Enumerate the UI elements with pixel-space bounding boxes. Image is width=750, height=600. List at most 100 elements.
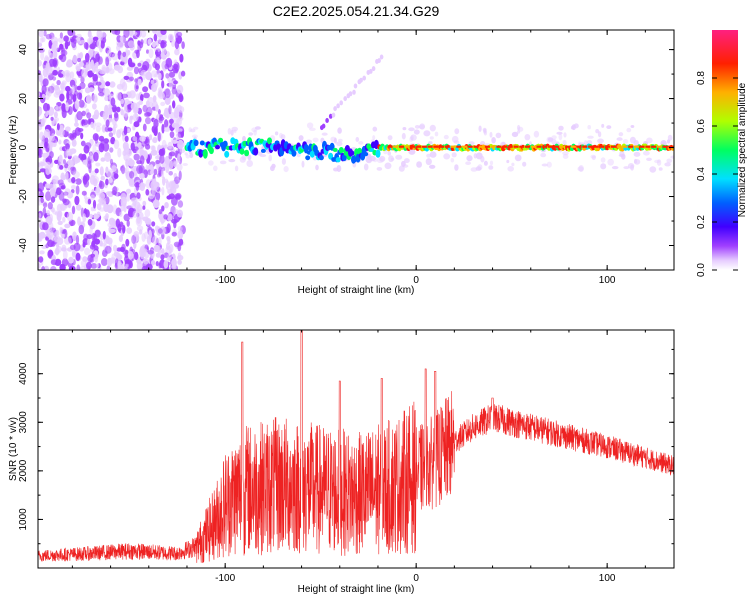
noise-blob: [126, 66, 133, 71]
noise-blob: [117, 65, 124, 74]
faint-blob: [333, 167, 339, 172]
noise-blob: [106, 265, 111, 270]
faint-blob: [488, 165, 494, 170]
noise-blob: [127, 40, 135, 48]
noise-blob: [116, 92, 122, 101]
noise-blob: [95, 125, 101, 132]
noise-blob: [132, 200, 137, 206]
faint-blob: [330, 136, 337, 142]
noise-blob: [119, 35, 124, 43]
noise-blob: [147, 250, 154, 255]
noise-blob: [58, 139, 62, 145]
snr-series-line: [38, 330, 674, 563]
noise-blob: [106, 204, 114, 214]
faint-blob: [495, 132, 502, 139]
faint-blob: [587, 135, 594, 139]
noise-blob: [90, 253, 96, 258]
faint-blob: [408, 149, 416, 155]
noise-blob: [92, 73, 98, 82]
faint-blob: [522, 161, 527, 167]
noise-blob: [139, 155, 145, 165]
faint-blob: [321, 132, 328, 136]
noise-blob: [38, 262, 41, 269]
faint-blob: [600, 163, 607, 170]
noise-blob: [147, 38, 152, 45]
noise-blob: [86, 234, 93, 240]
faint-blob: [387, 151, 392, 156]
noise-blob: [77, 216, 81, 226]
carrier-core: [605, 145, 611, 148]
faint-blob: [376, 157, 384, 164]
faint-blob: [558, 133, 563, 141]
noise-blob: [126, 227, 133, 235]
noise-blob: [105, 56, 110, 67]
noise-blob: [179, 53, 184, 63]
noise-blob: [38, 182, 45, 192]
noise-blob: [174, 194, 181, 201]
noise-blob: [99, 166, 104, 176]
noise-blob: [158, 209, 163, 215]
noise-blob: [152, 199, 160, 208]
noise-blob: [70, 166, 75, 171]
x-tick-label: 0: [413, 573, 419, 584]
noise-blob: [164, 119, 169, 128]
faint-blob: [372, 126, 378, 132]
noise-blob: [72, 95, 76, 102]
noise-blob: [62, 198, 70, 206]
faint-blob: [312, 137, 319, 143]
noise-blob: [50, 241, 56, 247]
noise-blob: [144, 231, 148, 240]
noise-blob: [178, 106, 185, 113]
faint-blob: [562, 139, 567, 146]
noise-blob: [142, 200, 147, 207]
noise-blob: [96, 211, 101, 218]
faint-blob: [658, 167, 663, 171]
noise-blob: [166, 213, 173, 222]
noise-blob: [82, 241, 86, 248]
y-tick-label: -20: [18, 189, 29, 204]
noise-blob: [172, 100, 176, 109]
carrier-blob: [199, 140, 205, 146]
streak-blob: [371, 66, 376, 72]
carrier-blob: [303, 143, 309, 154]
noise-blob: [89, 151, 93, 160]
noise-blob: [58, 155, 63, 166]
noise-blob: [105, 119, 110, 128]
faint-blob: [333, 137, 337, 144]
carrier-core: [599, 145, 605, 148]
noise-blob: [118, 128, 124, 135]
noise-blob: [176, 84, 184, 94]
carrier-core: [387, 145, 393, 148]
noise-blob: [38, 59, 42, 67]
noise-blob: [128, 76, 134, 82]
noise-blob: [89, 213, 94, 219]
noise-blob: [55, 104, 59, 111]
noise-blob: [136, 225, 144, 232]
faint-blob: [584, 140, 588, 146]
carrier-blob: [253, 147, 259, 156]
noise-blob: [92, 199, 97, 209]
noise-blob: [158, 36, 162, 44]
noise-blob: [73, 242, 81, 252]
noise-blob: [104, 152, 111, 162]
noise-blob: [86, 261, 92, 270]
noise-blob: [174, 48, 180, 56]
faint-blob: [595, 129, 600, 134]
noise-blob: [139, 135, 146, 142]
noise-blob: [171, 160, 179, 165]
noise-blob: [152, 41, 156, 48]
faint-blob: [443, 153, 451, 160]
noise-blob: [55, 86, 61, 96]
faint-blob: [666, 139, 671, 144]
x-tick-label: 100: [599, 275, 616, 286]
noise-blob: [75, 252, 81, 261]
noise-blob: [75, 65, 81, 72]
faint-blob: [372, 135, 376, 141]
noise-blob: [45, 191, 52, 202]
noise-blob: [132, 210, 139, 218]
colorbar-ticks: 0.0 0.2 0.4 0.6 0.8: [696, 71, 738, 277]
noise-blob: [75, 234, 80, 245]
noise-blob: [164, 202, 169, 209]
noise-blob: [145, 189, 150, 196]
snr-x-label: Height of straight line (km): [298, 584, 415, 595]
